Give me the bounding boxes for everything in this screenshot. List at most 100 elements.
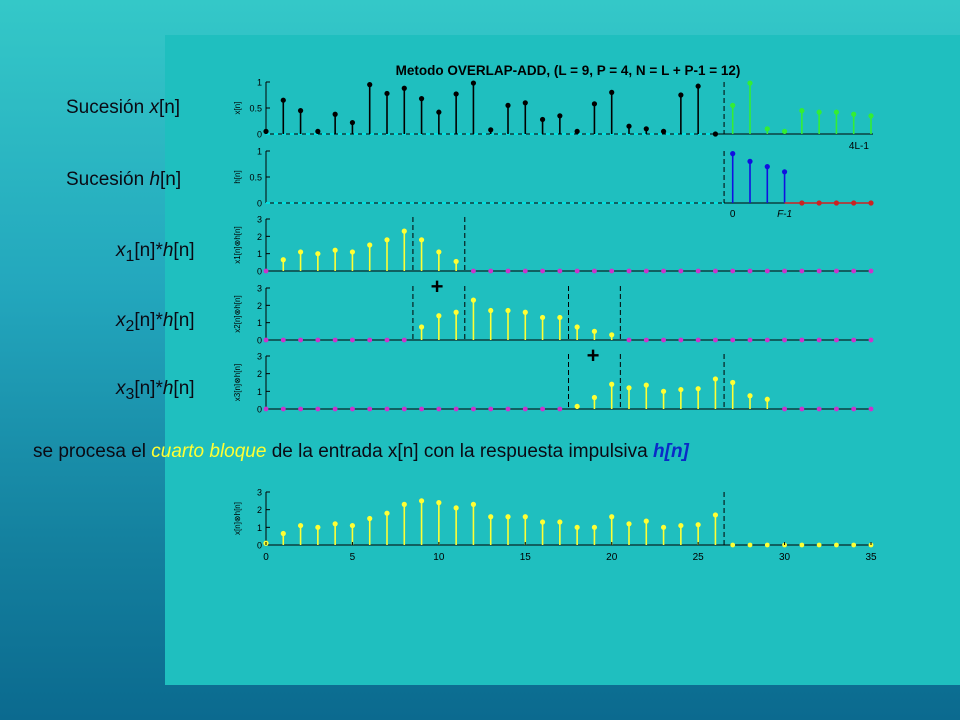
zero-marker [816, 406, 822, 412]
plot-1 [263, 80, 874, 137]
zero-marker [868, 268, 874, 274]
zero-marker [540, 406, 545, 412]
stem-marker [643, 518, 649, 524]
stem-marker [557, 314, 563, 321]
stem-marker [712, 131, 719, 137]
zero-marker [626, 337, 632, 343]
y-axis-label: x3[n]⊗h[n] [233, 364, 242, 401]
stem-marker [522, 100, 528, 106]
stem-marker [349, 522, 356, 529]
stem-marker [591, 101, 598, 107]
zero-marker [315, 337, 321, 343]
stem-marker [557, 113, 563, 119]
stem-marker [297, 108, 304, 114]
stem-marker [781, 169, 788, 175]
zero-marker [747, 337, 753, 343]
stem-marker [539, 314, 546, 321]
zero-marker [263, 337, 269, 343]
stem-marker [470, 501, 477, 507]
y-tick-label: 1 [257, 318, 262, 328]
stem-marker [522, 309, 528, 315]
x-tick-label: 35 [865, 552, 877, 563]
y-tick-label: 2 [257, 369, 262, 379]
stem-marker [764, 126, 770, 132]
stem-marker [384, 237, 390, 243]
stem-marker [712, 376, 719, 382]
y-tick-label: 3 [257, 352, 262, 362]
stem-marker [332, 111, 338, 117]
stem-marker [315, 128, 321, 134]
stem-marker [747, 393, 753, 399]
y-tick-label: 1 [257, 387, 262, 397]
chart-title: Metodo OVERLAP-ADD, (L = 9, P = 4, N = L… [396, 63, 741, 78]
y-tick-label: 2 [257, 301, 262, 311]
stem-marker [626, 521, 632, 527]
zero-marker [419, 406, 424, 412]
zero-marker [574, 268, 580, 274]
stem-marker [384, 90, 390, 97]
stem-marker [799, 108, 805, 114]
zero-marker [868, 337, 874, 343]
zero-marker [643, 268, 649, 274]
zero-marker [799, 542, 805, 548]
x-tick-label: 0 [263, 552, 269, 563]
stem-marker [436, 313, 442, 319]
zero-marker [367, 406, 373, 412]
stem-marker [574, 128, 580, 134]
stem-marker [730, 379, 736, 386]
zero-marker [522, 268, 528, 274]
zero-marker [401, 406, 407, 412]
stem-marker [591, 394, 598, 401]
stem-marker [660, 524, 667, 530]
label-conv-3: x3[n]*h[n] [116, 378, 195, 403]
label-sequence-h: Sucesión h[n] [66, 169, 182, 190]
stem-marker [609, 381, 615, 387]
stem-marker [453, 505, 459, 511]
y-tick-label: 0 [257, 199, 262, 209]
stem-marker [591, 328, 598, 334]
stem-marker [660, 128, 667, 134]
zero-marker [834, 406, 839, 412]
stem-marker [660, 388, 667, 394]
zero-marker [678, 268, 684, 274]
stem-marker [349, 249, 356, 255]
stem-marker [609, 89, 615, 95]
stem-marker [418, 324, 425, 330]
zero-marker [626, 268, 632, 274]
stem-marker [505, 514, 511, 520]
zero-marker [280, 406, 286, 412]
stem-marker [695, 386, 701, 392]
stem-marker [505, 102, 511, 108]
zero-marker [350, 406, 355, 412]
zero-marker [488, 406, 494, 412]
zero-marker [471, 406, 476, 412]
stem-marker [367, 82, 373, 88]
stem-marker [730, 151, 736, 157]
plot-6 [263, 491, 874, 548]
stem-marker [418, 237, 425, 243]
stem-marker [436, 249, 442, 255]
stem-marker [747, 80, 753, 86]
stem-marker [453, 91, 459, 97]
label-conv-1: x1[n]*h[n] [116, 240, 195, 265]
stem-marker [816, 109, 822, 115]
stem-marker [367, 515, 373, 522]
zero-marker [730, 268, 736, 274]
zero-marker [834, 268, 839, 274]
zero-marker [315, 406, 321, 412]
stem-marker [695, 83, 701, 89]
zero-marker [799, 337, 805, 343]
stem-marker [297, 249, 304, 255]
stem-marker [384, 510, 390, 516]
stem-marker [332, 521, 338, 527]
stem-marker [539, 116, 546, 123]
zero-marker [764, 542, 770, 548]
zero-marker [695, 268, 701, 274]
stem-marker [418, 498, 425, 504]
zero-marker [851, 406, 857, 412]
stem-marker [470, 297, 477, 303]
zero-marker [332, 406, 338, 412]
stem-marker [488, 307, 494, 314]
stem-marker [609, 332, 615, 338]
caption-highlight: cuarto bloque [151, 441, 267, 462]
